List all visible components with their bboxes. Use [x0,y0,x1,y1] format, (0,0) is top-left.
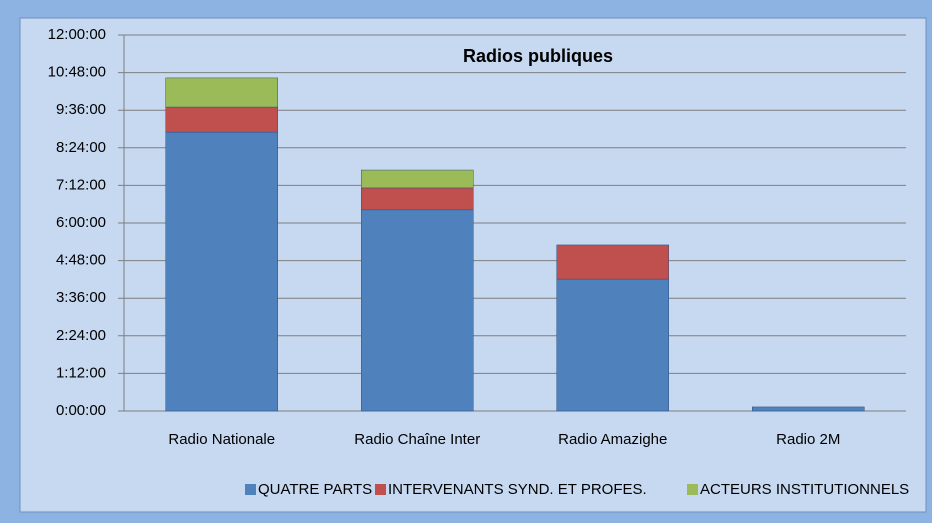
bar-segment [556,244,669,280]
chart-title: Radios publiques [463,46,613,66]
legend-swatch [687,484,698,495]
bar-segment [556,278,669,412]
y-tick-label: 7:12:00 [56,176,106,193]
x-tick-label: Radio Nationale [168,431,275,448]
bar-segment [361,169,474,189]
legend-swatch [375,484,386,495]
bar-segment [361,209,474,412]
legend-swatch [245,484,256,495]
y-tick-label: 10:48:00 [48,64,106,81]
legend-label: ACTEURS INSTITUTIONNELS [700,481,909,498]
y-tick-label: 0:00:00 [56,402,106,419]
legend-label: QUATRE PARTS [258,481,372,498]
bar-segment [165,106,278,133]
bar-segment [165,131,278,412]
y-tick-label: 1:12:00 [56,364,106,381]
y-tick-label: 9:36:00 [56,101,106,118]
x-tick-label: Radio Chaîne Inter [354,431,480,448]
y-tick-label: 6:00:00 [56,214,106,231]
bar-segment [752,406,865,412]
y-tick-label: 12:00:00 [48,26,106,43]
y-tick-label: 8:24:00 [56,139,106,156]
bar-segment [165,77,278,108]
y-tick-label: 2:24:00 [56,327,106,344]
y-tick-label: 3:36:00 [56,289,106,306]
bar-segment [361,187,474,211]
y-tick-label: 4:48:00 [56,252,106,269]
x-tick-label: Radio Amazighe [558,431,667,448]
legend-label: INTERVENANTS SYND. ET PROFES. [388,481,647,498]
x-tick-label: Radio 2M [776,431,840,448]
